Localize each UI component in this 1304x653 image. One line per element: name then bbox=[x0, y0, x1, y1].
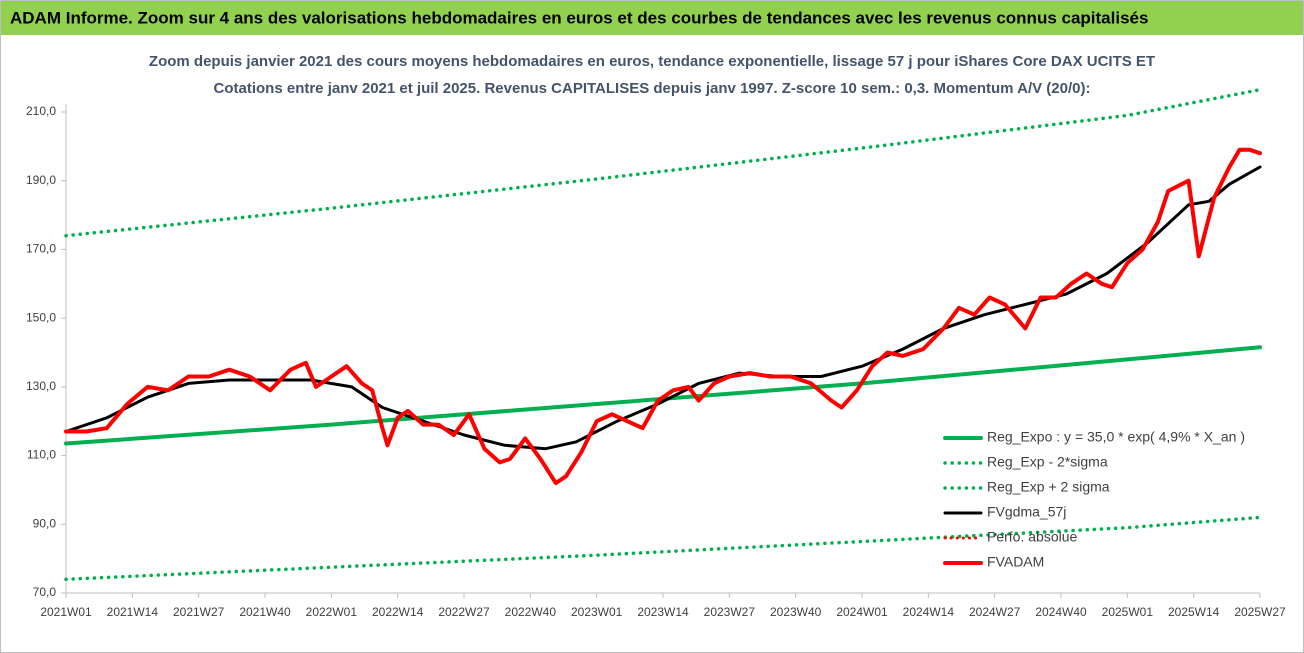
legend-label: Perfo. absolue bbox=[987, 529, 1077, 545]
x-tick-label: 2023W40 bbox=[770, 605, 822, 619]
series-line bbox=[64, 515, 1262, 582]
y-tick-label: 70,0 bbox=[33, 585, 57, 599]
series-line bbox=[64, 345, 1262, 446]
x-tick-label: 2024W14 bbox=[903, 605, 955, 619]
series-line bbox=[64, 147, 1262, 486]
x-tick-label: 2024W40 bbox=[1035, 605, 1087, 619]
x-tick-label: 2023W27 bbox=[704, 605, 756, 619]
x-tick-label: 2021W01 bbox=[40, 605, 92, 619]
x-tick-label: 2021W40 bbox=[239, 605, 291, 619]
x-tick-label: 2025W01 bbox=[1102, 605, 1154, 619]
x-tick-label: 2023W01 bbox=[571, 605, 623, 619]
x-tick-label: 2023W14 bbox=[637, 605, 689, 619]
y-tick-label: 210,0 bbox=[26, 104, 56, 118]
x-tick-label: 2022W40 bbox=[505, 605, 557, 619]
x-tick-label: 2025W27 bbox=[1234, 605, 1286, 619]
legend-label: Reg_Exp + 2 sigma bbox=[987, 479, 1110, 495]
y-tick-label: 110,0 bbox=[27, 448, 56, 462]
legend-label: FVgdma_57j bbox=[987, 504, 1066, 520]
chart-subtitle: Zoom depuis janvier 2021 des cours moyen… bbox=[149, 53, 1155, 70]
series-line bbox=[64, 165, 1262, 451]
x-tick-label: 2022W27 bbox=[438, 605, 490, 619]
title-bar bbox=[1, 1, 1303, 35]
x-tick-label: 2022W01 bbox=[306, 605, 358, 619]
x-tick-label: 2024W27 bbox=[969, 605, 1021, 619]
x-tick-label: 2024W01 bbox=[836, 605, 888, 619]
legend-label: FVADAM bbox=[987, 554, 1044, 570]
y-tick-label: 90,0 bbox=[33, 516, 57, 530]
chart-subtitle: Cotations entre janv 2021 et juil 2025. … bbox=[214, 80, 1091, 97]
y-tick-label: 190,0 bbox=[26, 173, 56, 187]
y-tick-label: 170,0 bbox=[26, 242, 56, 256]
y-tick-label: 150,0 bbox=[26, 310, 56, 324]
chart-title: ADAM Informe. Zoom sur 4 ans des valoris… bbox=[10, 8, 1148, 27]
legend-label: Reg_Exp - 2*sigma bbox=[987, 454, 1108, 470]
x-tick-label: 2021W27 bbox=[173, 605, 225, 619]
x-tick-label: 2022W14 bbox=[372, 605, 424, 619]
x-tick-label: 2021W14 bbox=[107, 605, 159, 619]
x-tick-label: 2025W14 bbox=[1168, 605, 1220, 619]
legend-label: Reg_Expo : y = 35,0 * exp( 4,9% * X_an ) bbox=[987, 429, 1245, 445]
series-line bbox=[64, 87, 1262, 238]
y-tick-label: 130,0 bbox=[26, 379, 56, 393]
